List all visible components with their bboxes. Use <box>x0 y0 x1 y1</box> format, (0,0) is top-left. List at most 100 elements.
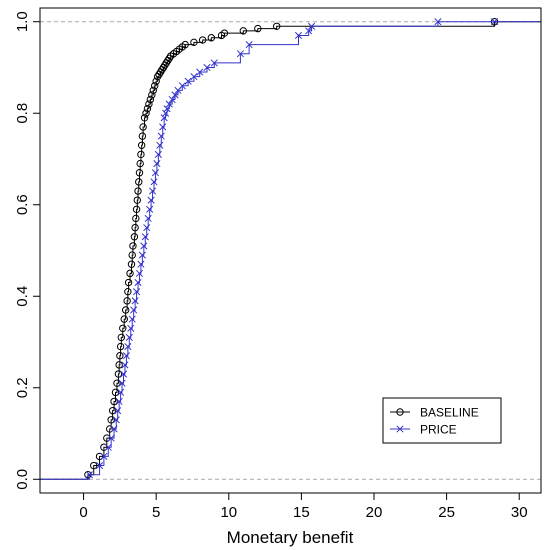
point-price <box>133 288 141 296</box>
x-tick-label: 15 <box>293 504 310 521</box>
point-price <box>141 233 149 241</box>
point-price <box>146 205 154 213</box>
point-baseline <box>148 91 156 99</box>
point-price <box>112 416 120 424</box>
x-tick-label: 10 <box>220 504 237 521</box>
point-baseline <box>152 77 160 85</box>
point-price <box>236 50 244 58</box>
point-price <box>159 123 167 131</box>
point-baseline <box>113 379 121 387</box>
point-baseline <box>124 287 132 296</box>
point-price <box>124 343 132 351</box>
point-price <box>134 278 142 287</box>
point-baseline <box>121 306 130 314</box>
point-price <box>196 68 204 76</box>
legend-box <box>382 397 502 444</box>
plot-frame <box>39 7 542 494</box>
point-baseline <box>95 452 104 461</box>
point-price <box>127 324 135 332</box>
point-baseline <box>106 425 114 433</box>
point-baseline <box>137 141 146 149</box>
point-baseline <box>133 196 141 204</box>
point-price <box>107 434 115 442</box>
point-baseline <box>131 223 139 232</box>
point-price <box>150 178 158 186</box>
point-price <box>184 77 192 85</box>
point-baseline <box>149 86 157 95</box>
point-baseline <box>107 416 115 424</box>
point-price <box>121 361 129 369</box>
point-price <box>203 63 211 72</box>
y-tick-label: 0.0 <box>14 469 31 490</box>
point-baseline <box>100 443 108 451</box>
point-baseline <box>220 29 229 37</box>
y-tick-label: 0.2 <box>14 377 31 398</box>
point-baseline <box>111 388 120 397</box>
point-baseline <box>181 40 189 49</box>
point-baseline <box>136 159 144 168</box>
point-baseline <box>190 38 198 47</box>
series-baseline <box>40 18 541 480</box>
point-price <box>490 18 499 26</box>
point-price <box>308 22 316 30</box>
legend: BASELINE PRICE <box>382 397 502 444</box>
point-price <box>128 315 136 323</box>
point-baseline <box>137 150 145 159</box>
point-price <box>305 27 313 35</box>
x-tick-label: 0 <box>79 504 87 521</box>
point-price <box>119 370 128 378</box>
point-baseline <box>145 100 153 108</box>
point-price <box>140 242 148 250</box>
point-price <box>100 452 108 460</box>
x-axis: 0 5 10 15 20 25 30 <box>79 493 528 521</box>
point-price <box>162 109 170 117</box>
point-baseline <box>119 324 127 332</box>
point-price <box>163 105 171 113</box>
legend-cross-icon <box>396 425 404 433</box>
y-tick-label: 1.0 <box>14 11 31 32</box>
point-price <box>138 251 146 259</box>
point-price <box>153 160 161 168</box>
point-baseline <box>273 22 281 31</box>
point-baseline <box>207 34 216 42</box>
point-baseline <box>146 95 155 104</box>
legend-marker-baseline <box>396 408 404 416</box>
point-baseline <box>115 361 123 369</box>
point-price <box>178 82 186 90</box>
point-price <box>151 169 160 177</box>
point-baseline <box>126 269 134 278</box>
point-baseline <box>254 24 262 33</box>
point-baseline <box>135 169 144 177</box>
y-tick-label: 0.6 <box>14 194 31 215</box>
point-price <box>168 95 176 104</box>
point-price <box>118 379 126 387</box>
point-price <box>156 141 164 149</box>
point-baseline <box>139 123 147 131</box>
point-baseline <box>110 397 118 406</box>
point-baseline <box>90 461 98 470</box>
point-price <box>434 18 442 26</box>
point-price <box>104 443 112 451</box>
point-baseline <box>138 132 147 140</box>
point-baseline <box>103 434 111 442</box>
point-baseline <box>239 27 248 35</box>
point-price <box>131 297 139 305</box>
point-price <box>114 407 122 415</box>
series-price <box>40 18 541 480</box>
point-baseline <box>135 178 143 186</box>
point-price <box>125 333 133 341</box>
point-price <box>157 132 165 140</box>
point-price <box>122 352 130 360</box>
y-axis: 0.0 0.2 0.4 0.6 0.8 1.0 <box>14 11 40 490</box>
point-price <box>148 187 157 195</box>
legend-marker-price <box>396 425 404 433</box>
point-price <box>147 196 155 204</box>
point-baseline <box>123 297 131 305</box>
x-tick-label: 20 <box>366 504 383 521</box>
point-baseline <box>127 260 136 268</box>
x-tick-label: 5 <box>152 504 160 521</box>
series-line-baseline <box>40 21 541 480</box>
point-price <box>85 471 93 479</box>
x-tick-label: 30 <box>511 504 528 521</box>
